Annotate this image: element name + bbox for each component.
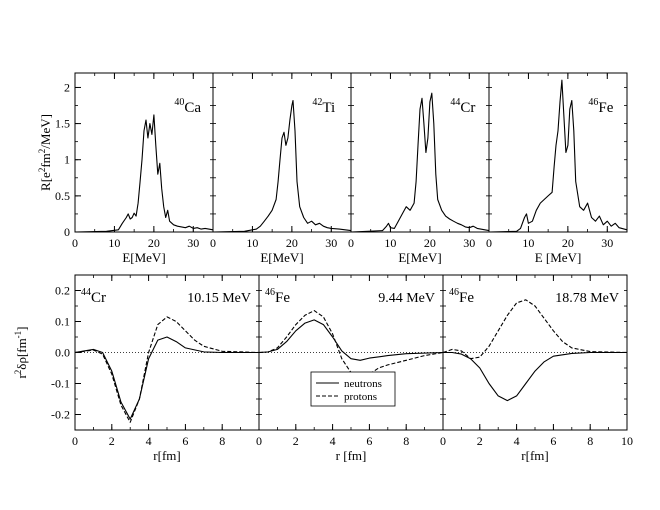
- y-tick-label: 0.0: [55, 346, 70, 360]
- plot-frame: [74, 72, 214, 233]
- x-tick-label: 30: [601, 236, 613, 250]
- x-axis-label: E[MeV]: [260, 250, 303, 265]
- x-axis-label: E[MeV]: [398, 250, 441, 265]
- x-axis-label: r[fm]: [521, 448, 548, 463]
- y-tick-label: 1: [64, 153, 70, 167]
- x-tick-label: 0: [72, 434, 78, 448]
- x-tick-label: 10: [384, 236, 396, 250]
- y-tick-label: 0.2: [55, 284, 70, 298]
- y-axis-label-top: R[e2fm2/MeV]: [37, 114, 53, 191]
- series-line-0: [350, 92, 490, 233]
- nucleus-label: 40Ca: [174, 97, 201, 116]
- energy-label: 9.44 MeV: [378, 291, 435, 306]
- legend-label-neutrons: neutrons: [344, 378, 382, 390]
- x-tick-label: 4: [146, 434, 152, 448]
- nucleus-label: 44Cr: [450, 97, 475, 116]
- x-tick-label: 2: [477, 434, 483, 448]
- x-tick-label: 0: [72, 236, 78, 250]
- x-tick-label: 0: [486, 236, 492, 250]
- series-line-neutrons: [443, 351, 627, 402]
- nucleus-label: 42Ti: [312, 97, 335, 116]
- x-axis-label: r [fm]: [336, 448, 367, 463]
- x-tick-label: 30: [325, 236, 337, 250]
- y-tick-label: 2: [64, 80, 70, 94]
- x-tick-label: 30: [187, 236, 199, 250]
- y-axis-label-bottom: r2δρ[fm-1]: [13, 326, 29, 378]
- x-tick-label: 0: [210, 236, 216, 250]
- legend-label-protons: protons: [344, 391, 377, 403]
- series-line-neutrons: [258, 319, 444, 361]
- series-line-neutrons: [74, 336, 259, 420]
- nucleus-label: 46Fe: [588, 97, 613, 116]
- x-tick-label: 2: [293, 434, 299, 448]
- x-tick-label: 6: [550, 434, 556, 448]
- series-line-0: [488, 79, 628, 233]
- y-tick-label: 0: [64, 225, 70, 239]
- nucleus-label: 44Cr: [81, 287, 106, 306]
- chart-panel-3: 0 10 20 30 E [MeV] 46Fe: [486, 72, 628, 265]
- x-tick-label: 20: [562, 236, 574, 250]
- x-axis-label: E[MeV]: [122, 250, 165, 265]
- series-line-protons: [258, 310, 444, 380]
- x-axis-label: r[fm]: [153, 448, 180, 463]
- y-tick-label: -0.1: [51, 377, 70, 391]
- series-line-0: [74, 114, 214, 233]
- chart-panel-0: 0 10 20 30 0 0.5 1 1.5 2 E[MeV] 40Ca: [55, 72, 214, 265]
- series-line-protons: [74, 316, 260, 423]
- x-tick-label: 6: [366, 434, 372, 448]
- x-tick-label: 10: [522, 236, 534, 250]
- series-line-protons: [442, 299, 628, 360]
- nucleus-label: 46Fe: [449, 287, 474, 306]
- x-tick-label: 20: [286, 236, 298, 250]
- plot-frame: [212, 72, 352, 233]
- x-tick-label: 20: [424, 236, 436, 250]
- x-tick-label: 4: [514, 434, 520, 448]
- x-tick-label: 20: [148, 236, 160, 250]
- y-tick-label: -0.2: [51, 408, 70, 422]
- x-tick-label: 2: [109, 434, 115, 448]
- x-tick-label: 0: [256, 434, 262, 448]
- y-tick-label: 0.1: [55, 315, 70, 329]
- x-tick-label: 0: [348, 236, 354, 250]
- x-tick-label: 30: [463, 236, 475, 250]
- energy-label: 10.15 MeV: [187, 291, 251, 306]
- x-tick-label: 0: [440, 434, 446, 448]
- series-line-0: [212, 99, 352, 233]
- x-axis-label: E [MeV]: [535, 250, 582, 265]
- plot-frame: [488, 72, 628, 233]
- chart-panel-6: 0 2 4 6 8 10 r[fm] 46Fe 18.78 MeV: [440, 274, 633, 463]
- chart-panel-2: 0 10 20 30 E[MeV] 44Cr: [348, 72, 490, 265]
- legend-box: [310, 371, 396, 407]
- x-tick-label: 4: [330, 434, 336, 448]
- nucleus-label: 46Fe: [265, 287, 290, 306]
- x-tick-label: 10: [108, 236, 120, 250]
- y-tick-label: 0.5: [55, 189, 70, 203]
- plot-frame: [350, 72, 490, 233]
- x-tick-label: 8: [403, 434, 409, 448]
- x-tick-label: 10: [621, 434, 633, 448]
- energy-label: 18.78 MeV: [555, 291, 619, 306]
- chart-panel-1: 0 10 20 30 E[MeV] 42Ti: [210, 72, 352, 265]
- x-tick-label: 6: [182, 434, 188, 448]
- x-tick-label: 10: [246, 236, 258, 250]
- y-tick-label: 1.5: [55, 117, 70, 131]
- x-tick-label: 8: [219, 434, 225, 448]
- x-tick-label: 8: [587, 434, 593, 448]
- chart-panel-4: 0 2 4 6 8 -0.2 -0.1 0.0 0.1 0.2 r[fm] 44Cr 10.15 MeV: [51, 274, 260, 463]
